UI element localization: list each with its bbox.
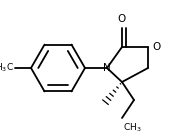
Text: O: O: [152, 42, 160, 52]
Text: N: N: [103, 63, 111, 73]
Text: CH$_3$: CH$_3$: [123, 122, 142, 135]
Text: O: O: [118, 14, 126, 24]
Text: H$_3$C: H$_3$C: [0, 62, 14, 74]
